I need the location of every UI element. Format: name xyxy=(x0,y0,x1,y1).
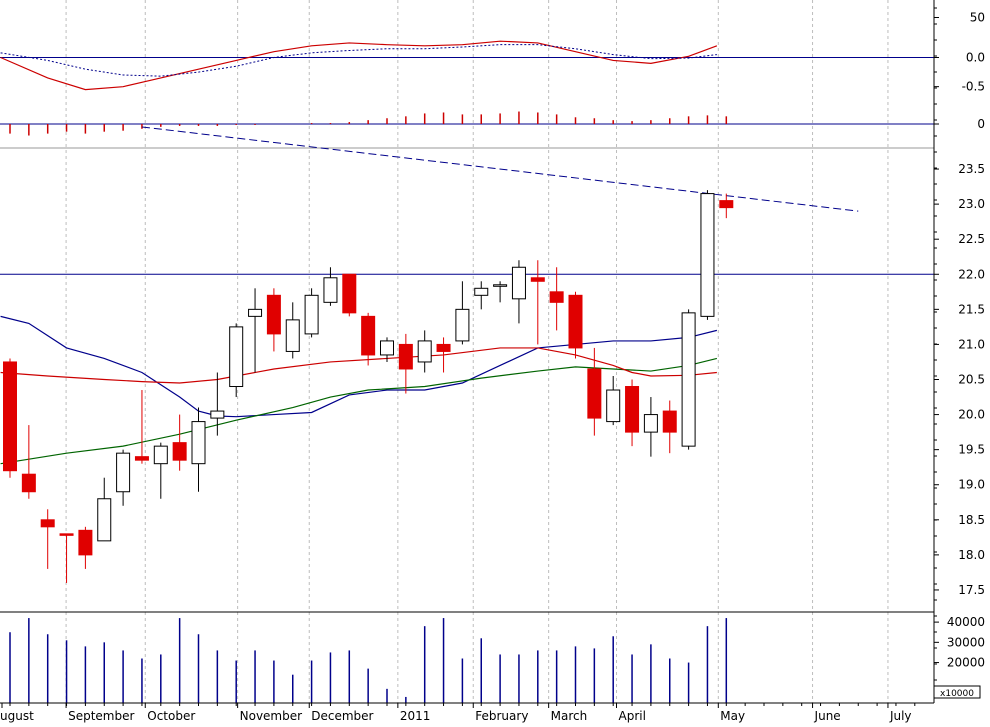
candle-body xyxy=(568,294,583,349)
month-label: April xyxy=(619,709,646,723)
moving-average-line xyxy=(0,347,717,384)
indicator3-tick-label: 0 xyxy=(977,117,985,131)
price-tick-label: 21.0 xyxy=(958,337,985,351)
candle-body xyxy=(97,498,112,542)
candle-body xyxy=(21,473,36,493)
candle-body xyxy=(248,308,263,317)
moving-average-line xyxy=(0,315,718,418)
candle-body xyxy=(266,294,281,335)
candle-body xyxy=(134,456,149,461)
candle-body xyxy=(342,273,357,314)
indicator2-signal-line xyxy=(0,44,717,77)
indicator-panel-2 xyxy=(0,40,934,91)
volume-tick-label: 20000 xyxy=(947,656,985,670)
candle-body xyxy=(3,361,17,472)
candle-body xyxy=(662,410,677,433)
candle-body xyxy=(436,343,451,352)
price-tick-label: 23.0 xyxy=(958,197,985,211)
volume-panel xyxy=(0,611,934,703)
price-tick-label: 19.0 xyxy=(958,478,985,492)
candle-body xyxy=(40,519,55,528)
month-label: ugust xyxy=(0,709,34,723)
volume-multiplier-box xyxy=(933,685,981,699)
candle-body xyxy=(304,294,319,335)
candle-body xyxy=(398,343,413,370)
trendline xyxy=(141,126,859,212)
price-tick-label: 18.5 xyxy=(958,513,985,527)
candle-body xyxy=(700,193,715,317)
price-tick-label: 23.5 xyxy=(958,162,985,176)
candle-body xyxy=(549,291,564,303)
price-tick-label: 20.5 xyxy=(958,373,985,387)
candle-body xyxy=(455,308,470,342)
indicator-panel-3 xyxy=(0,111,934,136)
month-label: July xyxy=(889,709,912,723)
price-tick-label: 22.5 xyxy=(958,232,985,246)
candle-body xyxy=(643,414,658,433)
month-label: November xyxy=(240,709,302,723)
candle-body xyxy=(210,410,225,419)
candle-body xyxy=(285,319,300,352)
candle-body xyxy=(78,529,93,556)
candle-body xyxy=(417,340,432,363)
candle-body xyxy=(493,284,508,287)
indicator2-tick-label: -0.5 xyxy=(962,80,985,94)
candle-body xyxy=(625,386,640,433)
candle-body xyxy=(681,312,696,447)
price-tick-label: 17.5 xyxy=(958,583,985,597)
candle-body xyxy=(172,442,187,461)
candle-body xyxy=(229,326,244,388)
candle-body xyxy=(380,340,394,356)
month-label: September xyxy=(68,709,134,723)
price-tick-label: 19.5 xyxy=(958,443,985,457)
indicator2-line xyxy=(0,40,718,91)
candle-body xyxy=(191,421,206,465)
price-tick-label: 21.5 xyxy=(958,302,985,316)
moving-average-line xyxy=(0,357,718,465)
price-tick-label: 20.0 xyxy=(958,408,985,422)
volume-tick-label: 30000 xyxy=(947,635,985,649)
candle-body xyxy=(116,452,131,493)
price-panel xyxy=(0,126,934,583)
month-label: December xyxy=(311,709,373,723)
volume-tick-label: 40000 xyxy=(947,615,985,629)
month-label: 2011 xyxy=(400,709,431,723)
candle-body xyxy=(323,277,338,303)
candle-body xyxy=(606,389,621,423)
candle-body xyxy=(511,266,526,300)
month-label: May xyxy=(720,709,745,723)
candle-body xyxy=(719,200,734,209)
candle-body xyxy=(474,287,489,296)
volume-multiplier-label: x10000 xyxy=(940,689,974,699)
candle-body xyxy=(530,277,545,282)
month-label: March xyxy=(551,709,588,723)
month-label: February xyxy=(475,709,528,723)
price-tick-label: 18.0 xyxy=(958,548,985,562)
candle-body xyxy=(587,368,602,419)
candle-body xyxy=(361,315,376,356)
price-tick-label: 22.0 xyxy=(958,267,985,281)
indicator2-tick-label: 0.0 xyxy=(966,51,985,65)
gridlines xyxy=(65,0,889,703)
candle-body xyxy=(59,533,74,536)
indicator1-tick-label: 50 xyxy=(970,11,985,25)
month-label: June xyxy=(814,709,841,723)
month-label: October xyxy=(147,709,195,723)
candle-body xyxy=(153,445,168,465)
